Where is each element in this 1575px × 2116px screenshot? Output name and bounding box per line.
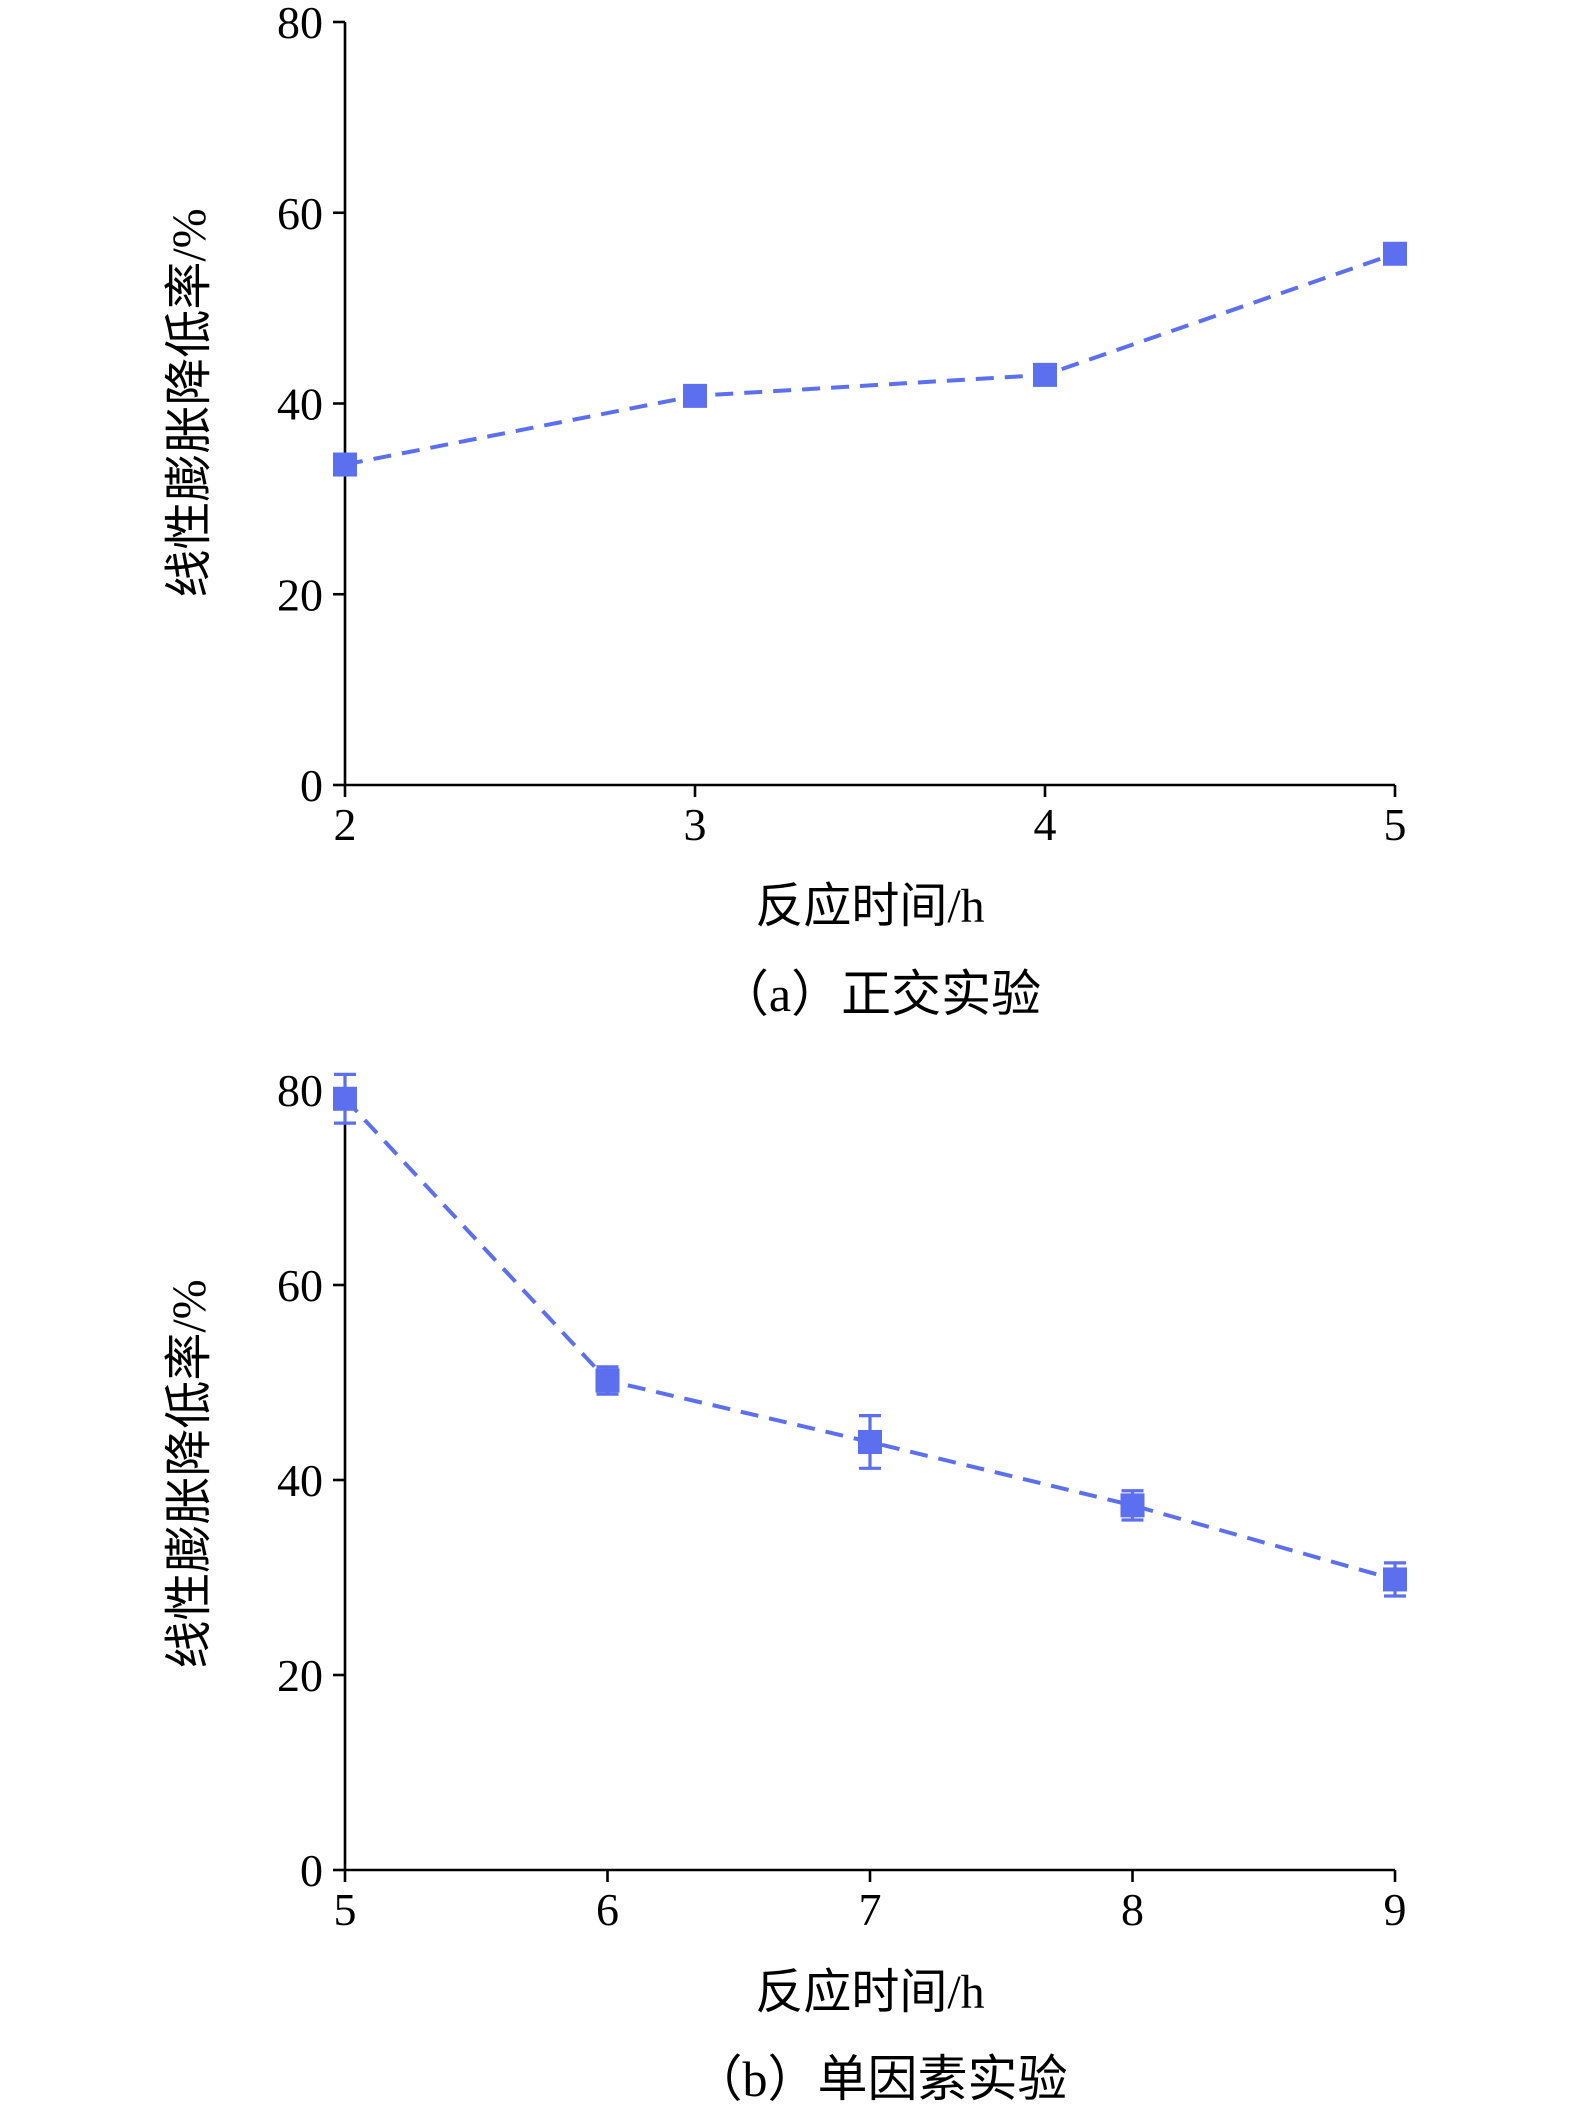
y-tick-label: 60 bbox=[277, 1260, 323, 1311]
series-line bbox=[343, 1097, 1396, 1582]
data-point bbox=[683, 383, 707, 408]
x-tick-label: 9 bbox=[1384, 1884, 1407, 1935]
y-tick-label: 20 bbox=[277, 569, 323, 620]
data-series bbox=[333, 1072, 1407, 1598]
y-tick-label: 0 bbox=[300, 1845, 323, 1896]
x-ticks: 5 6 7 8 9 bbox=[334, 1870, 1407, 1935]
y-tick-label: 0 bbox=[300, 760, 323, 811]
x-tick-label: 3 bbox=[684, 799, 707, 850]
y-axis-title: 线性膨胀降低率/% bbox=[163, 1279, 216, 1668]
y-tick-label: 40 bbox=[277, 1455, 323, 1506]
data-point bbox=[1383, 1567, 1407, 1592]
x-axis-title: 反应时间/h bbox=[755, 1966, 984, 2019]
x-tick-label: 6 bbox=[596, 1884, 619, 1935]
data-point bbox=[1120, 1493, 1145, 1518]
y-ticks: 0 20 40 60 80 bbox=[277, 1065, 345, 1896]
figure-caption: （b）单因素实验 bbox=[693, 2051, 1068, 2107]
chart-panel-b: 0 20 40 60 80 5 6 7 8 9 线性膨胀降低率/% 反应时间/h （b）单因素实… bbox=[163, 1065, 1407, 2107]
data-point bbox=[333, 452, 357, 477]
x-tick-label: 5 bbox=[1384, 799, 1407, 850]
data-point bbox=[1383, 241, 1407, 266]
x-tick-label: 5 bbox=[334, 1884, 357, 1935]
x-tick-label: 8 bbox=[1121, 1884, 1144, 1935]
x-tick-label: 2 bbox=[334, 799, 357, 850]
y-tick-label: 20 bbox=[277, 1650, 323, 1701]
chart-panel-a: 0 20 40 60 80 2 3 4 5 线性膨胀降低率/% 反应时间/h （a）正交实验 bbox=[163, 0, 1407, 1022]
x-axis-title: 反应时间/h bbox=[755, 880, 984, 933]
series-line bbox=[344, 251, 1396, 467]
y-tick-label: 40 bbox=[277, 379, 323, 430]
data-point bbox=[858, 1429, 882, 1454]
data-series bbox=[333, 241, 1407, 477]
data-point bbox=[1033, 362, 1057, 387]
y-axis-title: 线性膨胀降低率/% bbox=[163, 208, 216, 597]
y-ticks: 0 20 40 60 80 bbox=[277, 0, 345, 811]
y-tick-label: 80 bbox=[277, 0, 323, 48]
figure-caption: （a）正交实验 bbox=[719, 966, 1041, 1022]
y-tick-label: 80 bbox=[277, 1065, 323, 1116]
x-tick-label: 4 bbox=[1034, 799, 1057, 850]
x-tick-label: 7 bbox=[859, 1884, 882, 1935]
data-point bbox=[333, 1086, 357, 1111]
x-ticks: 2 3 4 5 bbox=[334, 785, 1407, 850]
data-point bbox=[595, 1368, 620, 1393]
y-tick-label: 60 bbox=[277, 188, 323, 239]
